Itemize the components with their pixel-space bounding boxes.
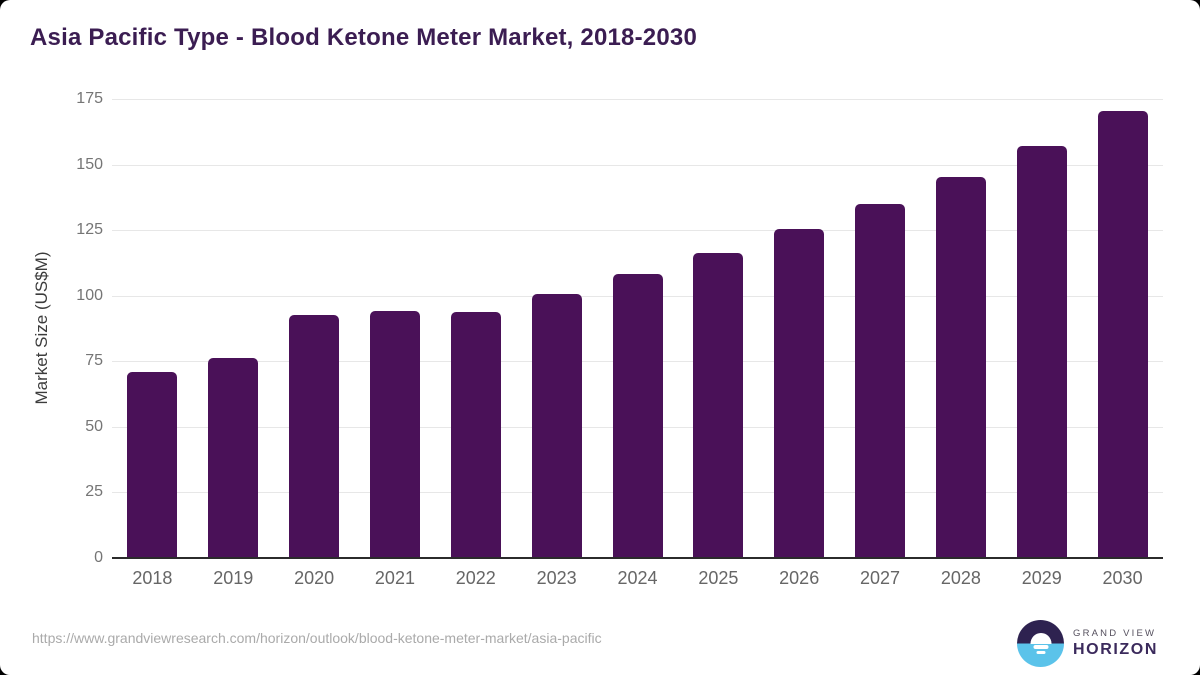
- y-tick-label-100: 100: [76, 286, 103, 304]
- bar-2026[interactable]: [774, 229, 825, 558]
- bar-2021[interactable]: [369, 310, 420, 558]
- bar-2025[interactable]: [693, 253, 744, 558]
- y-tick-label-175: 175: [76, 90, 103, 107]
- y-tick-label-50: 50: [85, 417, 103, 435]
- horizon-line-1: [1033, 645, 1048, 649]
- logo-brand-bottom: HORIZON: [1073, 641, 1158, 658]
- bar-2029[interactable]: [1016, 145, 1067, 558]
- logo-text: GRAND VIEW HORIZON: [1073, 628, 1158, 659]
- grand-view-horizon-logo: GRAND VIEW HORIZON: [1017, 620, 1158, 667]
- y-tick-label-150: 150: [76, 155, 103, 173]
- x-axis-line: [112, 557, 1163, 559]
- y-tick-label-25: 25: [85, 483, 103, 501]
- gridline-150: [112, 164, 1163, 166]
- x-tick-label-2022: 2022: [455, 568, 496, 588]
- horizon-line-2: [1036, 651, 1045, 654]
- chart-title: Asia Pacific Type - Blood Ketone Meter M…: [30, 24, 697, 51]
- x-tick-label-2029: 2029: [1021, 568, 1062, 588]
- x-tick-label-2027: 2027: [860, 568, 901, 588]
- y-tick-label-125: 125: [76, 221, 103, 239]
- bar-2030[interactable]: [1097, 111, 1148, 558]
- x-tick-label-2023: 2023: [536, 568, 577, 588]
- source-url-link[interactable]: https://www.grandviewresearch.com/horizo…: [32, 630, 602, 646]
- y-tick-label-75: 75: [85, 352, 103, 370]
- horizon-sun-icon: [1017, 620, 1064, 667]
- bar-2020[interactable]: [289, 315, 340, 558]
- bar-2022[interactable]: [450, 311, 501, 558]
- x-tick-label-2028: 2028: [940, 568, 981, 588]
- y-tick-label-0: 0: [94, 549, 103, 566]
- bar-2024[interactable]: [612, 274, 663, 558]
- bar-2023[interactable]: [531, 294, 582, 558]
- x-tick-label-2018: 2018: [132, 568, 173, 588]
- x-tick-label-2021: 2021: [374, 568, 415, 588]
- bar-series: [112, 99, 1163, 558]
- y-axis-ticks: 0 25 50 75 100 125 150 175: [76, 91, 1163, 566]
- y-axis-title: Market Size (US$M): [32, 251, 51, 405]
- x-tick-label-2030: 2030: [1102, 568, 1143, 588]
- bar-2019[interactable]: [208, 358, 259, 558]
- logo-brand-top: GRAND VIEW: [1073, 628, 1157, 639]
- x-tick-label-2019: 2019: [213, 568, 254, 588]
- bar-2018[interactable]: [127, 371, 178, 558]
- x-tick-label-2024: 2024: [617, 568, 658, 588]
- bar-2028[interactable]: [935, 176, 986, 558]
- bar-chart-plot-area: 0 25 50 75 100 125 150 175 2018 2019 2020 2021 2022…: [76, 91, 1163, 588]
- gridline-175: [112, 99, 1163, 100]
- gridline-125: [112, 230, 1163, 232]
- x-tick-label-2020: 2020: [294, 568, 335, 588]
- x-tick-label-2026: 2026: [779, 568, 820, 588]
- x-axis-ticks: 2018 2019 2020 2021 2022 2023 2024 2025 2026 2027…: [112, 99, 1163, 588]
- bar-2027[interactable]: [855, 204, 906, 558]
- x-tick-label-2025: 2025: [698, 568, 739, 588]
- sun-shape: [1030, 633, 1051, 644]
